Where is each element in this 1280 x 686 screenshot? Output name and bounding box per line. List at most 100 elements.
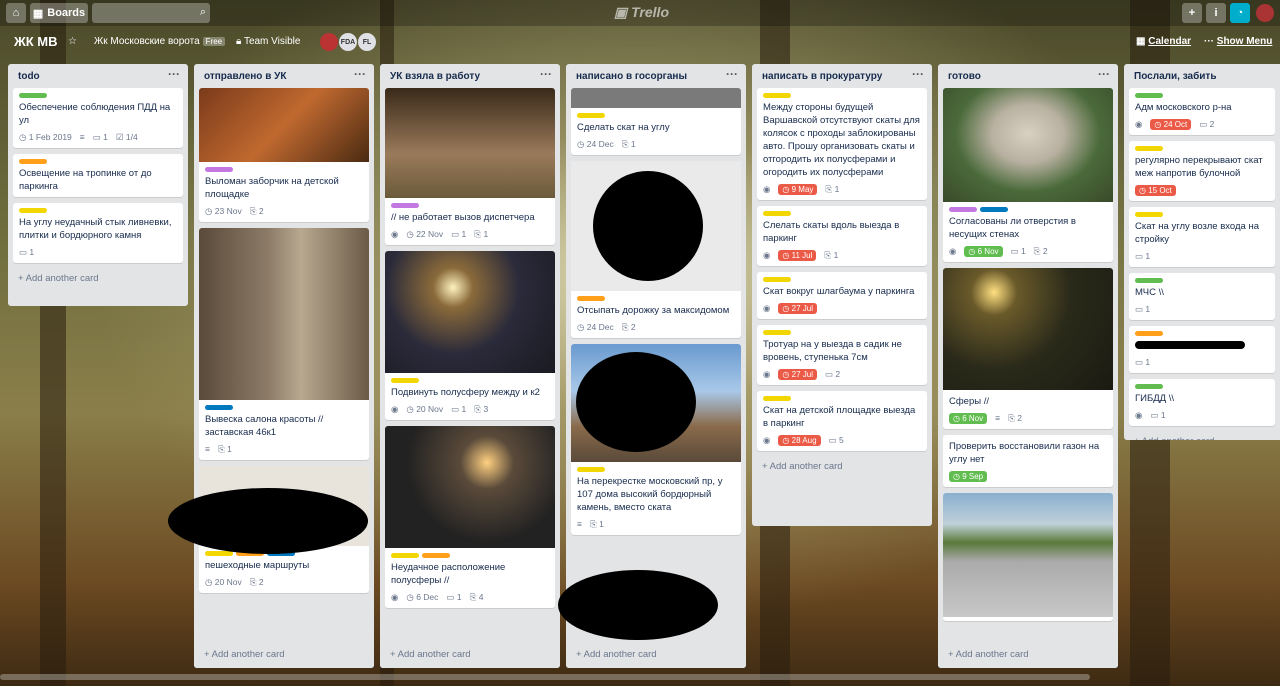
list-menu-icon[interactable]: ··· [354,67,366,81]
label-orange[interactable] [1135,331,1163,336]
label-yellow[interactable] [391,378,419,383]
horizontal-scrollbar[interactable] [0,674,1090,680]
list-title[interactable]: написано в госорганы [576,71,687,82]
card[interactable]: Выломан заборчик на детской площадке ◷ 2… [199,88,369,222]
label-orange[interactable] [577,296,605,301]
card[interactable]: Скат на детской площадке выезда в паркин… [757,391,927,451]
list-menu-icon[interactable]: ··· [540,67,552,81]
card[interactable]: Обеспечение соблюдения ПДД на ул ◷ 1 Feb… [13,88,183,148]
list-title[interactable]: Послали, забить [1134,71,1217,82]
calendar-button[interactable]: ▦ Calendar [1136,36,1192,47]
add-card-button[interactable]: + Add another card [566,645,746,668]
card[interactable]: Вывеска салона красоты // заставская 46к… [199,228,369,460]
card[interactable]: регулярно перекрывают скат меж напротив … [1129,141,1275,201]
label-yellow[interactable] [1135,146,1163,151]
list-title[interactable]: готово [948,71,981,82]
member-avatar[interactable]: FDA [339,33,357,51]
add-card-button[interactable]: + Add another card [762,461,843,472]
list-title[interactable]: написать в прокуратуру [762,71,883,82]
card[interactable] [943,493,1113,621]
label-yellow[interactable] [577,113,605,118]
card[interactable]: Подвинуть полусферу между и к2 ◉ ◷ 20 Nov… [385,251,555,420]
card[interactable]: Проверить восстановили газон на углу нет… [943,435,1113,487]
label-yellow[interactable] [763,211,791,216]
label-blue[interactable] [980,207,1008,212]
label-yellow[interactable] [205,551,233,556]
list-menu-icon[interactable]: ··· [912,67,924,81]
list-menu-icon[interactable]: ··· [1098,67,1110,81]
search-input[interactable]: ⌕ [92,3,210,23]
label-yellow[interactable] [763,93,791,98]
card[interactable]: ГИБДД \\ ◉ ▭ 1 [1129,379,1275,426]
card[interactable]: Неудачное расположение полусферы // ◉ ◷ 6… [385,426,555,608]
label-blue[interactable] [205,405,233,410]
visibility-button[interactable]: 🔒︎ Team Visible [236,36,301,47]
add-icon[interactable]: + [1182,3,1202,23]
board-title[interactable]: ЖК МВ [14,34,58,49]
list-title[interactable]: УК взяла в работу [390,71,481,82]
label-green[interactable] [1135,278,1163,283]
label-yellow[interactable] [763,330,791,335]
card[interactable]: Согласованы ли отверстия в несущих стена… [943,88,1113,262]
card[interactable]: Скат вокруг шлагбаума у паркинга ◉ ◷ 27 J… [757,272,927,319]
label-green[interactable] [19,93,47,98]
card[interactable]: // не работает вызов диспетчера ◉ ◷ 22 No… [385,88,555,245]
due-date-badge[interactable]: ◷ 6 Nov [949,412,988,424]
info-icon[interactable]: i [1206,3,1226,23]
due-date-badge[interactable]: ◷ 6 Nov [964,245,1003,257]
user-avatar[interactable] [1256,4,1274,22]
label-green[interactable] [1135,93,1163,98]
card[interactable]: Сделать скат на углу ◷ 24 Dec ⎘ 1 [571,88,741,155]
card[interactable]: Сферы // ◷ 6 Nov ≡ ⎘ 2 [943,268,1113,429]
due-date-badge[interactable]: ◷ 11 Jul [778,249,817,261]
trello-logo[interactable]: ▣ Trello [614,4,669,20]
list-title[interactable]: todo [18,71,40,82]
label-green[interactable] [1135,384,1163,389]
card[interactable]: Освещение на тропинке от до паркинга [13,154,183,197]
card[interactable]: Между стороны будущей Варшавской отсутст… [757,88,927,200]
member-avatar[interactable] [320,33,338,51]
card[interactable]: Скат на углу возле входа на стройку ▭ 1 [1129,207,1275,267]
label-yellow[interactable] [19,208,47,213]
label-yellow[interactable] [763,277,791,282]
list-menu-icon[interactable]: ··· [726,67,738,81]
label-purple[interactable] [949,207,977,212]
home-icon[interactable]: ⌂ [6,3,26,23]
card[interactable]: На перекрестке московский пр, у 107 дома… [571,344,741,535]
label-orange[interactable] [422,553,450,558]
due-date-badge[interactable]: ◷ 28 Aug [778,434,821,446]
add-card-button[interactable]: + Add another card [194,645,374,668]
list-title[interactable]: отправлено в УК [204,71,287,82]
label-orange[interactable] [19,159,47,164]
label-yellow[interactable] [577,467,605,472]
card[interactable]: Слелать скаты вдоль выезда в паркинг ◉ ◷ … [757,206,927,266]
card[interactable]: Тротуар на у выезда в садик не вровень, … [757,325,927,385]
due-date-badge[interactable]: ◷ 15 Oct [1135,184,1176,196]
due-date-badge[interactable]: ◷ 9 Sep [949,470,988,482]
show-menu-button[interactable]: ··· Show Menu [1204,36,1273,47]
label-yellow[interactable] [391,553,419,558]
label-purple[interactable] [391,203,419,208]
boards-button[interactable]: ▦ Boards [30,3,88,23]
card[interactable]: На углу неудачный стык ливневки, плитки … [13,203,183,263]
due-date-badge[interactable]: ◷ 27 Jul [778,302,817,314]
star-icon[interactable]: ☆ [68,36,77,47]
card[interactable]: ▭ 1 [1129,326,1275,373]
add-card-button[interactable]: + Add another card [18,273,99,284]
team-button[interactable]: Жк Московские ворота Free [94,36,226,47]
due-date-badge[interactable]: ◷ 27 Jul [778,368,817,380]
member-avatar[interactable]: FL [358,33,376,51]
add-card-button[interactable]: + Add another card [938,645,1118,668]
due-date-badge[interactable]: ◷ 24 Oct [1150,118,1192,130]
card[interactable]: Адм московского р-на ◉ ◷ 24 Oct ▭ 2 [1129,88,1275,135]
card[interactable]: МЧС \\ ▭ 1 [1129,273,1275,320]
add-card-button[interactable]: + Add another card [380,645,560,668]
list-menu-icon[interactable]: ··· [168,67,180,81]
label-yellow[interactable] [1135,212,1163,217]
due-date-badge[interactable]: ◷ 9 May [778,183,818,195]
add-card-button[interactable]: + Add another card [1124,432,1280,440]
notification-bell-icon[interactable]: ◔ [1230,3,1250,23]
card[interactable]: Отсыпать дорожку за максидомом ◷ 24 Dec ⎘… [571,161,741,338]
label-purple[interactable] [205,167,233,172]
label-yellow[interactable] [763,396,791,401]
